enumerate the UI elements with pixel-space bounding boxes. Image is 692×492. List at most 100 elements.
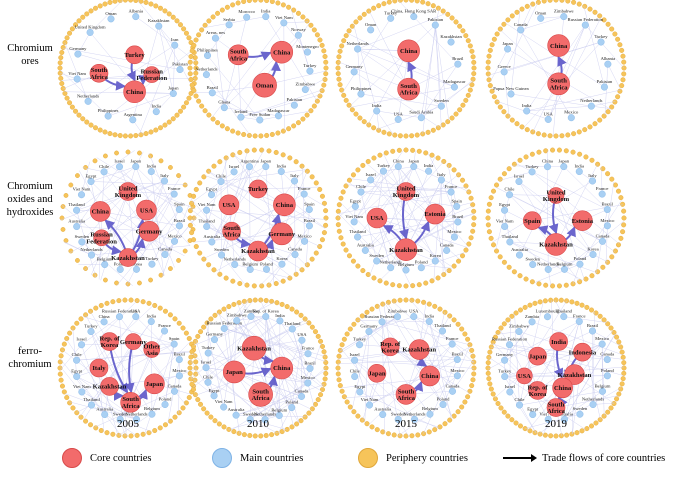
- trade-edge: [302, 166, 305, 242]
- periphery-node: [553, 433, 559, 439]
- periphery-node: [64, 395, 70, 401]
- core-node: [564, 364, 585, 385]
- trade-edge: [294, 180, 296, 255]
- periphery-node: [74, 320, 80, 326]
- periphery-node: [140, 299, 146, 305]
- main-node-label: Brazil: [304, 360, 316, 365]
- periphery-node: [617, 42, 623, 48]
- periphery-node: [569, 431, 575, 437]
- periphery-node: [186, 35, 192, 41]
- main-node-label: Israel: [76, 337, 87, 342]
- trade-edge: [151, 321, 153, 415]
- trade-edge: [605, 225, 608, 265]
- periphery-node: [246, 0, 252, 4]
- core-node-label: Asia: [146, 350, 159, 357]
- main-node-label: Brazil: [587, 323, 599, 328]
- trade-edge: [591, 101, 616, 107]
- periphery-node: [409, 133, 415, 139]
- main-node: [589, 251, 597, 259]
- periphery-node: [620, 201, 626, 207]
- network-panel: USAIndiaThailandFranceBrazilMexicoCanada…: [335, 297, 477, 439]
- periphery-node: [148, 129, 154, 135]
- core-node-label: South: [252, 388, 269, 395]
- periphery-node: [392, 0, 398, 4]
- main-node-label: Chile: [515, 397, 525, 402]
- main-node: [357, 188, 365, 196]
- trade-edge: [510, 93, 592, 107]
- periphery-node: [471, 65, 477, 71]
- periphery-node: [441, 272, 447, 278]
- trade-edge: [211, 150, 265, 243]
- trade-edge: [96, 157, 180, 210]
- main-node-label: Pakistan: [428, 17, 444, 22]
- main-node-label: France: [298, 186, 311, 191]
- trade-edge: [579, 199, 622, 265]
- periphery-node: [193, 70, 199, 76]
- periphery-node: [506, 166, 512, 172]
- periphery-node: [409, 0, 415, 3]
- main-node: [211, 34, 219, 42]
- trade-edge: [77, 32, 91, 55]
- periphery-node: [469, 82, 475, 88]
- main-node-label: China: [393, 159, 404, 164]
- periphery-node: [128, 297, 134, 303]
- main-node-label: Italy: [437, 172, 446, 177]
- trade-edge: [191, 171, 235, 203]
- periphery-node: [322, 354, 328, 360]
- main-node-label: Brazil: [452, 352, 464, 357]
- periphery-node: [188, 76, 194, 82]
- main-node-label: Italy: [588, 173, 597, 178]
- trade-edge: [307, 382, 315, 407]
- periphery-node: [162, 8, 168, 14]
- trade-edge: [421, 81, 473, 118]
- periphery-node: [61, 389, 67, 395]
- main-swatch: [212, 448, 232, 468]
- periphery-node: [621, 208, 627, 214]
- main-node-label: France: [446, 336, 459, 341]
- trade-edge: [579, 321, 601, 420]
- periphery-node: [501, 21, 507, 27]
- periphery-node: [535, 131, 541, 137]
- main-node: [170, 237, 178, 245]
- periphery-node: [189, 48, 195, 54]
- main-node-label: India: [147, 164, 156, 169]
- periphery-node: [527, 428, 533, 434]
- trade-edge: [81, 316, 120, 345]
- periphery-node: [488, 235, 494, 241]
- periphery-node: [570, 281, 576, 287]
- periphery-node: [397, 133, 403, 139]
- periphery-node: [488, 344, 494, 350]
- periphery-node: [76, 112, 82, 118]
- trade-edge: [435, 25, 442, 107]
- trade-edge: [520, 4, 533, 30]
- periphery-node: [397, 297, 403, 303]
- periphery-node: [321, 82, 327, 88]
- periphery-node: [176, 258, 181, 263]
- periphery-node: [519, 6, 525, 12]
- periphery-node: [78, 316, 84, 322]
- main-node-label: India: [275, 313, 284, 318]
- main-node-label: Turkey: [594, 34, 608, 39]
- periphery-node: [192, 55, 198, 61]
- trade-edge: [593, 402, 615, 405]
- periphery-node: [423, 280, 429, 286]
- periphery-node: [589, 273, 595, 279]
- main-node: [576, 410, 584, 418]
- main-node-label: Russian Federation: [568, 17, 604, 22]
- periphery-node: [313, 250, 319, 256]
- periphery-node: [556, 283, 562, 289]
- trade-edge: [151, 171, 165, 276]
- periphery-node: [530, 129, 536, 135]
- main-node: [288, 404, 296, 412]
- trade-edge: [531, 321, 623, 356]
- periphery-node: [550, 147, 556, 153]
- periphery-node: [619, 381, 625, 387]
- periphery-node: [344, 331, 350, 337]
- core-node: [100, 377, 119, 396]
- main-node: [437, 176, 445, 184]
- periphery-node: [537, 431, 543, 437]
- main-node-label: Turkey: [84, 323, 98, 328]
- periphery-node: [376, 3, 382, 9]
- main-node: [104, 112, 112, 120]
- network-panel: China, Hong Kong SARPakistanKazakhstanBr…: [335, 0, 477, 139]
